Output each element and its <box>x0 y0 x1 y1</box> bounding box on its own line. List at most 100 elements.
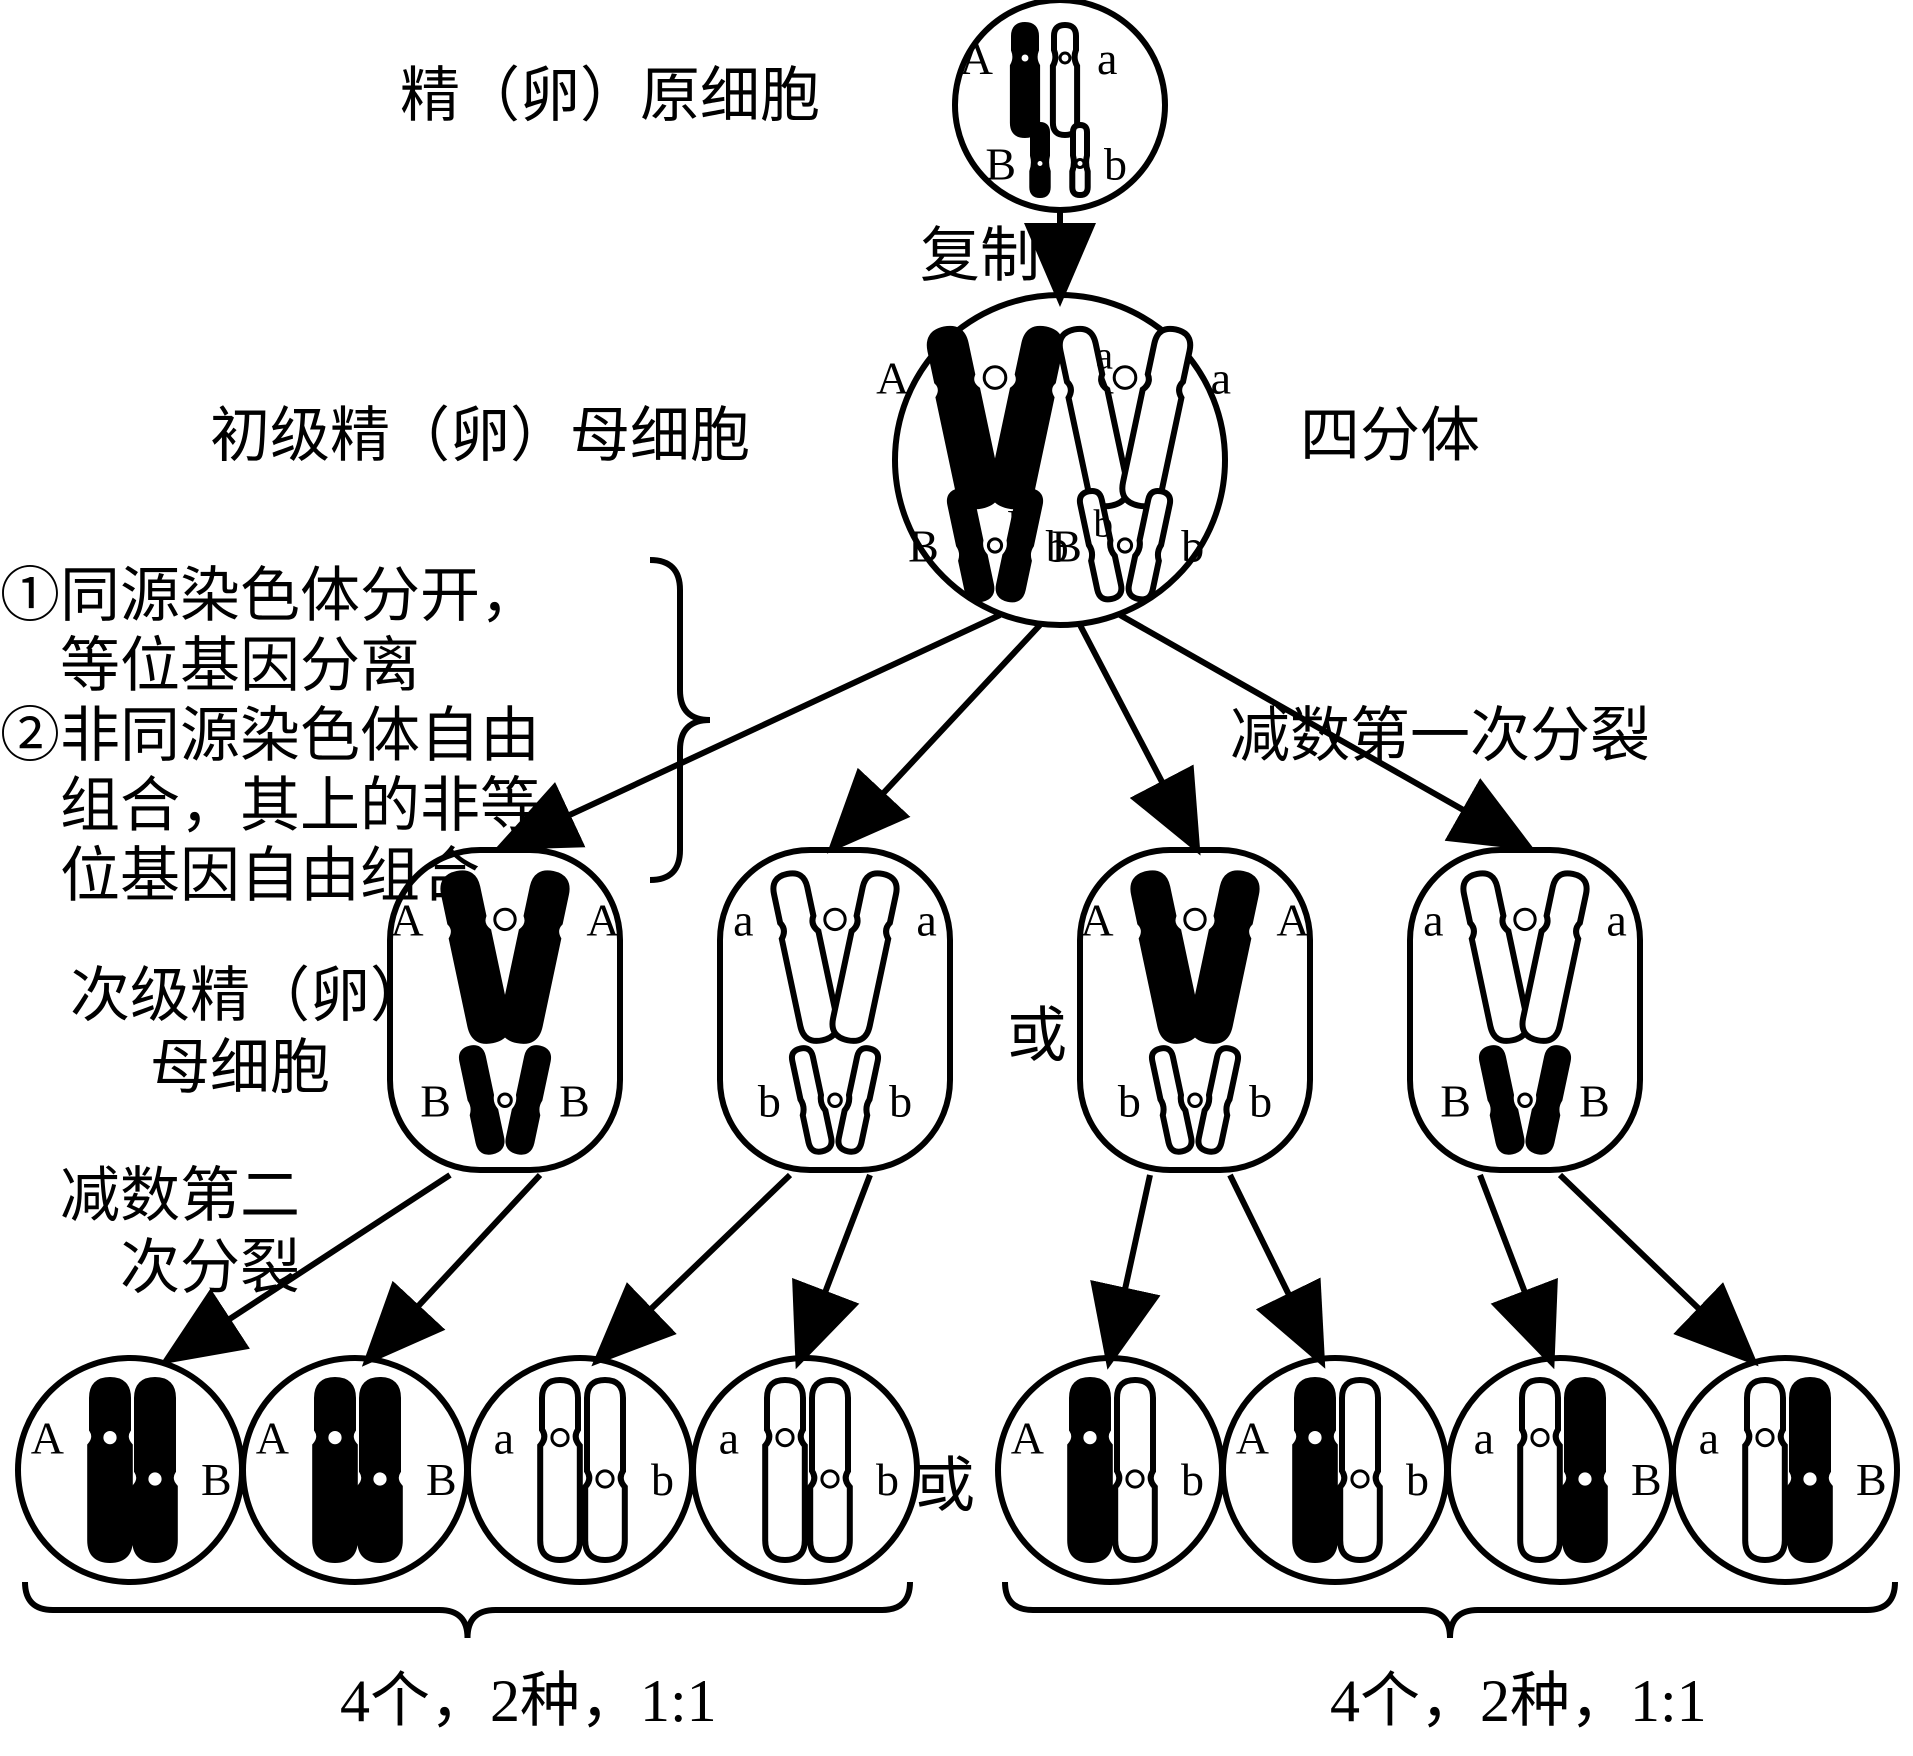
tetrad-label: 四分体 <box>1300 400 1480 472</box>
allele-label: a <box>494 1413 514 1464</box>
secondary-2-chrom-0 <box>1129 870 1261 1044</box>
allele-label: a <box>1699 1413 1719 1464</box>
arrow-11 <box>1480 1175 1550 1358</box>
gamete-7-chrom-0-centromere <box>1757 1430 1773 1446</box>
allele-label: a <box>1423 895 1443 946</box>
allele-label: B <box>201 1454 232 1505</box>
meiosis1-label: 减数第一次分裂 <box>1230 700 1650 772</box>
allele-label: b <box>1046 521 1069 572</box>
gamete-2-chrom-1-centromere <box>597 1471 613 1487</box>
notes-line5: 位基因自由组合 <box>0 840 480 912</box>
left-summary-brace <box>25 1582 910 1638</box>
gamete-0-chrom-0-centromere <box>102 1430 118 1446</box>
allele-label: B <box>985 139 1016 190</box>
summary-left: 4个，2种，1:1 <box>340 1665 717 1737</box>
arrow-3 <box>1080 625 1195 845</box>
summary-right: 4个，2种，1:1 <box>1330 1665 1707 1737</box>
allele-label: b <box>758 1075 781 1126</box>
progenitor-chrom-0 <box>1013 25 1037 135</box>
progenitor-chrom-1-centromere <box>1060 53 1070 63</box>
gamete-7-chrom-0 <box>1745 1380 1785 1560</box>
allele-label: a <box>1096 334 1113 377</box>
gamete-6-chrom-1-centromere <box>1577 1471 1593 1487</box>
gamete-3-chrom-0-centromere <box>777 1430 793 1446</box>
gamete-1-chrom-0-centromere <box>327 1430 343 1446</box>
gamete-1-chrom-0 <box>315 1380 355 1560</box>
primary-chrom-1 <box>1055 325 1195 509</box>
allele-label: b <box>1181 521 1204 572</box>
allele-label: a <box>1211 353 1231 404</box>
allele-label: A <box>1236 1413 1269 1464</box>
gamete-4-chrom-0 <box>1070 1380 1110 1560</box>
secondary-3-chrom-1 <box>1479 1046 1571 1154</box>
meiosis2-label-line1: 减数第二 <box>60 1160 300 1232</box>
notes-line4: 组合，其上的非等 <box>0 770 540 842</box>
arrow-9 <box>1110 1175 1150 1358</box>
notes-line2: 等位基因分离 <box>0 630 420 702</box>
allele-label: A <box>1011 1413 1044 1464</box>
allele-label: a <box>1019 353 1039 404</box>
arrow-12 <box>1560 1175 1750 1358</box>
replication-label: 复制 <box>920 220 1040 292</box>
primary-cell-label: 初级精（卵）母细胞 <box>210 400 750 472</box>
arrow-6 <box>370 1175 540 1358</box>
primary-chrom-0 <box>925 325 1065 509</box>
gamete-1-chrom-1-centromere <box>372 1471 388 1487</box>
progenitor-chrom-2-centromere <box>1036 160 1044 168</box>
allele-label: a <box>916 895 936 946</box>
allele-label: B <box>1579 1075 1610 1126</box>
allele-label: a <box>1474 1413 1494 1464</box>
secondary-cell-label-line1: 次级精（卵） <box>70 960 430 1032</box>
allele-label: A <box>1276 895 1309 946</box>
allele-label: b <box>1104 139 1127 190</box>
gamete-2-chrom-0 <box>540 1380 580 1560</box>
allele-label: B <box>426 1454 457 1505</box>
secondary-1-chrom-0 <box>769 870 901 1044</box>
allele-label: a <box>1606 895 1626 946</box>
allele-label: A <box>256 1413 289 1464</box>
secondary-1-chrom-1 <box>789 1046 881 1154</box>
gamete-4-chrom-1-centromere <box>1127 1471 1143 1487</box>
arrow-1 <box>505 615 1000 845</box>
allele-label: B <box>559 1075 590 1126</box>
secondary-0-chrom-1 <box>459 1046 551 1154</box>
gamete-7-chrom-1-centromere <box>1802 1471 1818 1487</box>
or-label-bottom: 或 <box>915 1450 975 1522</box>
right-summary-brace <box>1005 1582 1895 1638</box>
allele-label: B <box>420 1075 451 1126</box>
allele-label: b <box>876 1454 899 1505</box>
notes-line3: ②非同源染色体自由 <box>0 700 540 772</box>
progenitor-chrom-3-centromere <box>1076 160 1084 168</box>
arrow-2 <box>835 625 1040 845</box>
or-label-mid: 或 <box>1007 1000 1067 1072</box>
allele-label: b <box>1249 1075 1272 1126</box>
allele-label: B <box>1007 502 1033 545</box>
allele-label: a <box>1097 33 1117 84</box>
gamete-5-chrom-0-centromere <box>1307 1430 1323 1446</box>
meiosis2-label-line2: 次分裂 <box>120 1232 300 1304</box>
allele-label: b <box>889 1075 912 1126</box>
gamete-5-chrom-0 <box>1295 1380 1335 1560</box>
arrow-8 <box>800 1175 870 1358</box>
allele-label: A <box>1080 895 1113 946</box>
gamete-6-chrom-0 <box>1520 1380 1560 1560</box>
allele-label: A <box>586 895 619 946</box>
progenitor-label: 精（卵）原细胞 <box>400 60 820 132</box>
notes-brace <box>650 560 710 880</box>
arrow-10 <box>1230 1175 1320 1358</box>
gamete-4-chrom-0-centromere <box>1082 1430 1098 1446</box>
progenitor-chrom-0-centromere <box>1020 53 1030 63</box>
allele-label: b <box>1406 1454 1429 1505</box>
gamete-5-chrom-1-centromere <box>1352 1471 1368 1487</box>
allele-label: A <box>960 33 993 84</box>
gamete-3-chrom-1-centromere <box>822 1471 838 1487</box>
notes-line1: ①同源染色体分开， <box>0 560 540 632</box>
allele-label: A <box>876 353 909 404</box>
allele-label: B <box>1631 1454 1662 1505</box>
allele-label: B <box>1856 1454 1887 1505</box>
secondary-3-chrom-0 <box>1459 870 1591 1044</box>
allele-label: A <box>31 1413 64 1464</box>
gamete-3-chrom-0 <box>765 1380 805 1560</box>
secondary-2-chrom-1 <box>1149 1046 1241 1154</box>
gamete-0-chrom-1-centromere <box>147 1471 163 1487</box>
